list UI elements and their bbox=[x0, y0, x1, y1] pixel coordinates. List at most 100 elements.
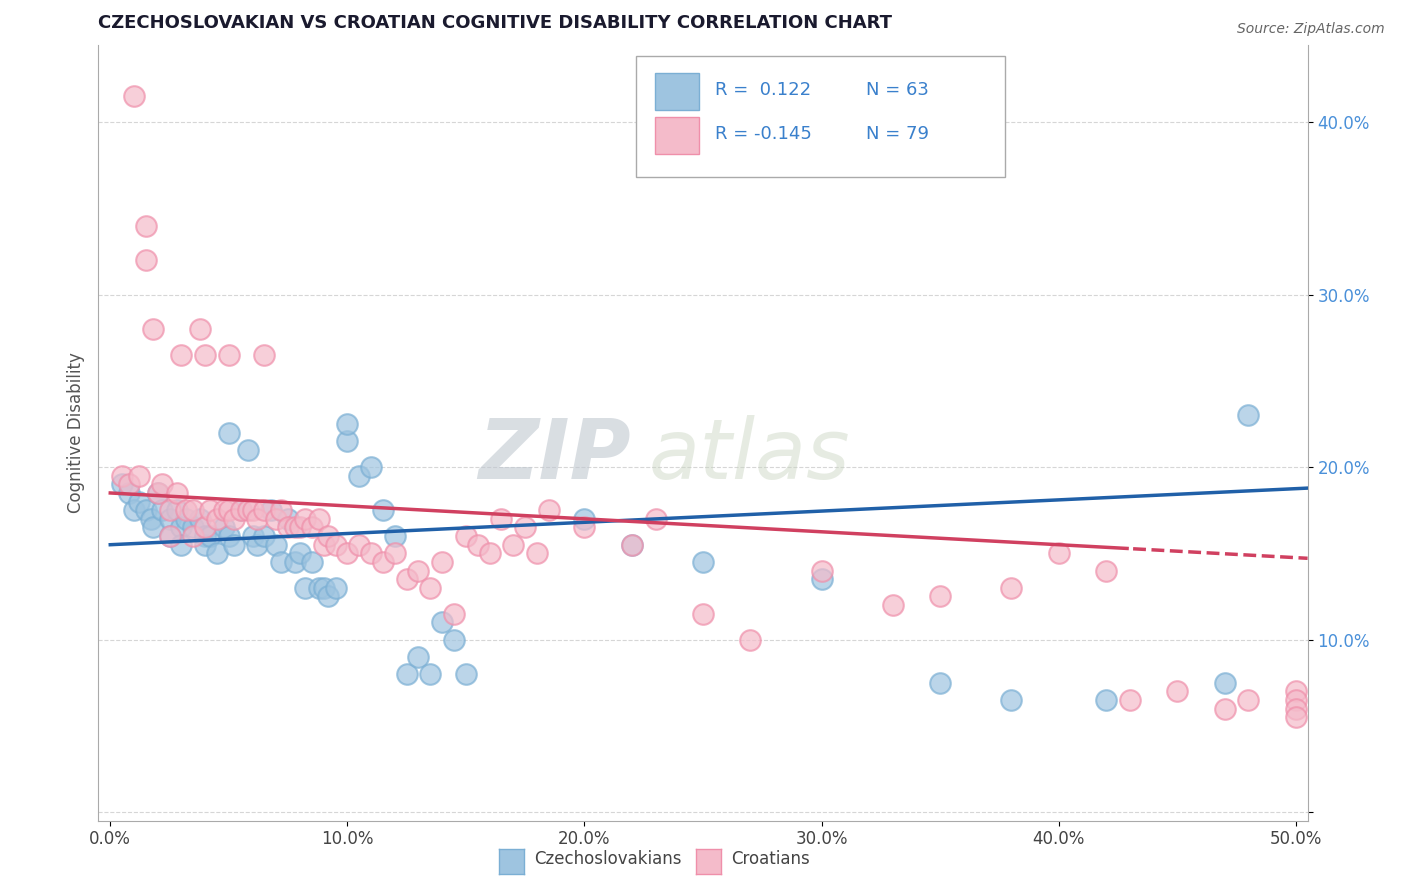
Point bbox=[1237, 693, 1260, 707]
Point bbox=[515, 520, 537, 534]
Point bbox=[181, 529, 204, 543]
Point bbox=[1285, 701, 1308, 715]
Point bbox=[253, 529, 276, 543]
Point bbox=[347, 538, 370, 552]
Point bbox=[692, 607, 714, 621]
Point bbox=[170, 348, 193, 362]
Point bbox=[253, 503, 276, 517]
FancyBboxPatch shape bbox=[655, 73, 699, 110]
Point bbox=[308, 512, 330, 526]
Point bbox=[1119, 693, 1142, 707]
Point bbox=[692, 555, 714, 569]
Point bbox=[537, 503, 560, 517]
Point bbox=[198, 503, 221, 517]
Point bbox=[246, 538, 269, 552]
Point bbox=[212, 503, 235, 517]
Point bbox=[253, 348, 276, 362]
Point bbox=[222, 512, 245, 526]
Point bbox=[128, 494, 150, 508]
Point bbox=[371, 555, 394, 569]
Point bbox=[294, 512, 316, 526]
Point bbox=[620, 538, 643, 552]
Point bbox=[194, 348, 217, 362]
Point bbox=[111, 477, 134, 491]
Point bbox=[408, 564, 430, 578]
Point bbox=[190, 322, 212, 336]
Point bbox=[312, 538, 335, 552]
Text: N = 63: N = 63 bbox=[866, 80, 929, 99]
Point bbox=[152, 477, 174, 491]
Point bbox=[174, 503, 197, 517]
Point bbox=[264, 538, 287, 552]
Point bbox=[325, 538, 347, 552]
Point bbox=[384, 546, 406, 560]
Point bbox=[1285, 710, 1308, 724]
Text: Czechoslovakians: Czechoslovakians bbox=[534, 850, 682, 868]
Point bbox=[395, 667, 418, 681]
Point bbox=[574, 512, 596, 526]
Point bbox=[1213, 675, 1236, 690]
Point bbox=[336, 546, 359, 560]
Point bbox=[312, 581, 335, 595]
Point bbox=[336, 434, 359, 449]
Point bbox=[146, 486, 169, 500]
Point bbox=[260, 503, 283, 517]
Point bbox=[288, 520, 311, 534]
Point bbox=[1213, 701, 1236, 715]
FancyBboxPatch shape bbox=[655, 118, 699, 154]
Point bbox=[159, 512, 181, 526]
Point bbox=[229, 503, 252, 517]
Point bbox=[318, 529, 340, 543]
Point bbox=[246, 512, 269, 526]
Point bbox=[135, 503, 157, 517]
Point bbox=[1047, 546, 1070, 560]
Point bbox=[408, 649, 430, 664]
Point bbox=[212, 520, 235, 534]
Point bbox=[236, 503, 259, 517]
Point bbox=[284, 520, 307, 534]
Y-axis label: Cognitive Disability: Cognitive Disability bbox=[66, 352, 84, 513]
Point bbox=[810, 572, 832, 586]
FancyBboxPatch shape bbox=[637, 56, 1005, 177]
Point bbox=[325, 581, 347, 595]
Point bbox=[336, 417, 359, 431]
Point bbox=[122, 89, 145, 103]
Point bbox=[574, 520, 596, 534]
Point bbox=[1166, 684, 1188, 698]
Text: CZECHOSLOVAKIAN VS CROATIAN COGNITIVE DISABILITY CORRELATION CHART: CZECHOSLOVAKIAN VS CROATIAN COGNITIVE DI… bbox=[98, 14, 893, 32]
Point bbox=[135, 253, 157, 268]
Text: N = 79: N = 79 bbox=[866, 125, 929, 143]
Point bbox=[419, 667, 441, 681]
Point bbox=[198, 529, 221, 543]
Point bbox=[929, 590, 952, 604]
Point bbox=[502, 538, 524, 552]
Point bbox=[174, 512, 197, 526]
Point bbox=[1285, 684, 1308, 698]
Point bbox=[118, 477, 141, 491]
Point bbox=[142, 322, 165, 336]
Point bbox=[229, 503, 252, 517]
Point bbox=[205, 512, 228, 526]
Point bbox=[526, 546, 548, 560]
Point bbox=[810, 564, 832, 578]
Point bbox=[443, 632, 465, 647]
Point bbox=[929, 675, 952, 690]
Point bbox=[222, 538, 245, 552]
Point bbox=[443, 607, 465, 621]
Point bbox=[308, 581, 330, 595]
Point bbox=[152, 503, 174, 517]
Text: R = -0.145: R = -0.145 bbox=[716, 125, 813, 143]
Point bbox=[159, 529, 181, 543]
Point bbox=[270, 555, 292, 569]
Point bbox=[1095, 693, 1118, 707]
Point bbox=[360, 460, 382, 475]
Point bbox=[166, 503, 188, 517]
Point bbox=[264, 512, 287, 526]
Point bbox=[170, 538, 193, 552]
Point bbox=[242, 529, 264, 543]
Point bbox=[620, 538, 643, 552]
Text: R =  0.122: R = 0.122 bbox=[716, 80, 811, 99]
Point bbox=[318, 590, 340, 604]
Point bbox=[644, 512, 666, 526]
Point bbox=[128, 468, 150, 483]
